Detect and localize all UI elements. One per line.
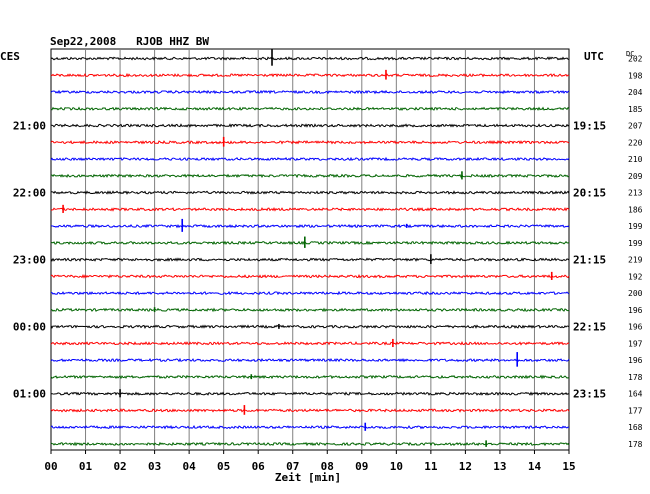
trace-17 <box>50 341 570 346</box>
dc-value-21: 177 <box>628 406 643 415</box>
trace-10 <box>50 223 570 229</box>
x-tick-label-0: 00 <box>44 460 57 473</box>
trace-20 <box>50 391 570 396</box>
trace-18 <box>50 357 570 363</box>
dc-value-0: 202 <box>628 55 643 64</box>
dc-value-18: 196 <box>628 356 643 365</box>
dc-value-5: 220 <box>628 138 643 147</box>
trace-11 <box>50 240 570 246</box>
x-tick-label-2: 02 <box>113 460 126 473</box>
labels: 202 198 204 185 207 220 210 209 213 186 199 199 219 1… <box>13 55 643 474</box>
trace-15 <box>50 307 570 313</box>
x-axis-label: Zeit [min] <box>275 471 341 484</box>
trace-23 <box>50 441 570 447</box>
dc-value-7: 209 <box>628 172 643 181</box>
dc-value-19: 178 <box>628 373 643 382</box>
left-hour-label-3: 00:00 <box>13 321 46 334</box>
x-tick-label-10: 10 <box>390 460 403 473</box>
x-tick-label-14: 14 <box>528 460 542 473</box>
trace-8 <box>50 190 570 195</box>
seismic-events <box>62 49 553 447</box>
dc-value-23: 178 <box>628 440 643 449</box>
right-timezone-label: UTC <box>584 50 604 63</box>
plot-frame <box>50 48 570 451</box>
dc-value-10: 199 <box>628 222 643 231</box>
trace-19 <box>50 374 570 380</box>
dc-value-15: 196 <box>628 306 643 315</box>
trace-3 <box>50 106 570 111</box>
dc-value-13: 192 <box>628 272 643 281</box>
dc-value-22: 168 <box>628 423 643 432</box>
dc-value-3: 185 <box>628 105 643 114</box>
dc-header: DC <box>626 50 634 58</box>
left-hour-label-4: 01:00 <box>13 388 46 401</box>
left-hour-label-2: 23:00 <box>13 254 46 267</box>
trace-6 <box>50 156 570 162</box>
dc-value-2: 204 <box>628 88 643 97</box>
dc-value-11: 199 <box>628 239 643 248</box>
trace-12 <box>50 257 570 262</box>
x-tick-label-11: 11 <box>424 460 438 473</box>
dc-value-16: 196 <box>628 323 643 332</box>
left-hour-label-0: 21:00 <box>13 120 46 133</box>
dc-value-9: 186 <box>628 205 643 214</box>
x-tick-label-6: 06 <box>252 460 266 473</box>
trace-22 <box>50 425 570 430</box>
x-tick-label-1: 01 <box>79 460 93 473</box>
x-tick-label-3: 03 <box>148 460 161 473</box>
trace-14 <box>50 290 570 296</box>
dc-value-12: 219 <box>628 256 643 265</box>
chart-title: Sep22,2008 RJOB HHZ BW <box>50 35 209 48</box>
trace-1 <box>50 72 570 78</box>
trace-0 <box>50 56 570 61</box>
dc-value-6: 210 <box>628 155 643 164</box>
x-tick-label-12: 12 <box>459 460 472 473</box>
left-hour-label-1: 22:00 <box>13 187 46 200</box>
x-tick-label-5: 05 <box>217 460 230 473</box>
right-time-label-1: 20:15 <box>573 187 606 200</box>
dc-value-8: 213 <box>628 189 643 198</box>
grid <box>50 48 570 451</box>
dc-value-20: 164 <box>628 390 643 399</box>
dc-value-14: 200 <box>628 289 643 298</box>
trace-9 <box>50 206 570 212</box>
dc-value-17: 197 <box>628 339 643 348</box>
x-tick-label-15: 15 <box>562 460 575 473</box>
trace-4 <box>50 123 570 128</box>
right-time-label-4: 23:15 <box>573 388 606 401</box>
trace-21 <box>50 408 570 413</box>
trace-7 <box>50 173 570 179</box>
trace-5 <box>50 140 570 145</box>
trace-2 <box>50 89 570 95</box>
dc-value-1: 198 <box>628 71 643 80</box>
trace-16 <box>50 324 570 329</box>
x-tick-label-9: 09 <box>355 460 368 473</box>
right-time-label-0: 19:15 <box>573 120 606 133</box>
x-tick-label-8: 08 <box>321 460 334 473</box>
right-time-label-3: 22:15 <box>573 321 606 334</box>
x-tick-label-7: 07 <box>286 460 299 473</box>
dc-value-4: 207 <box>628 122 643 131</box>
seismogram-traces <box>50 56 570 447</box>
right-time-label-2: 21:15 <box>573 254 606 267</box>
x-tick-label-13: 13 <box>493 460 506 473</box>
x-tick-label-4: 04 <box>183 460 197 473</box>
trace-13 <box>50 274 570 279</box>
left-timezone-label: CES <box>0 50 20 63</box>
